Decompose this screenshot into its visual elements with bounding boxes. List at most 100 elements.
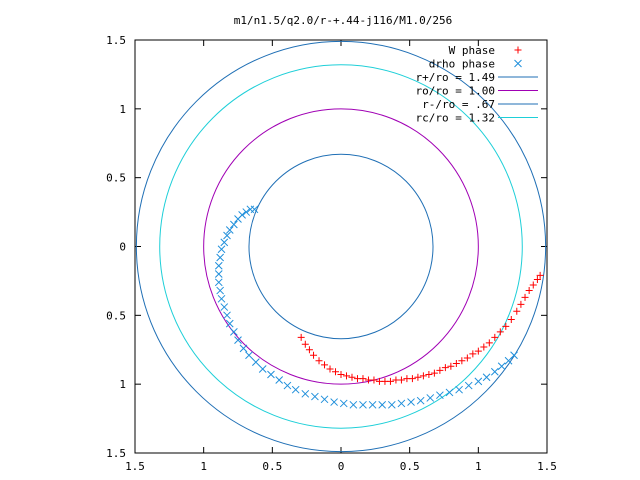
legend-marker bbox=[514, 46, 522, 54]
data-point bbox=[311, 392, 319, 401]
series-w-phase bbox=[297, 271, 544, 385]
data-point bbox=[342, 372, 350, 380]
data-point bbox=[267, 370, 275, 379]
data-point bbox=[496, 328, 504, 336]
data-point bbox=[368, 400, 377, 409]
reference-circle bbox=[159, 64, 523, 429]
data-point bbox=[521, 293, 529, 301]
data-point bbox=[469, 350, 477, 358]
data-point bbox=[315, 357, 323, 365]
data-point bbox=[447, 362, 455, 370]
data-point bbox=[426, 394, 435, 402]
data-point bbox=[455, 385, 463, 394]
data-point bbox=[305, 346, 313, 354]
data-point bbox=[497, 362, 506, 371]
legend-label: rc/ro = 1.32 bbox=[416, 112, 495, 125]
y-tick-label: 0.5 bbox=[106, 172, 126, 185]
data-point bbox=[359, 375, 367, 383]
data-point bbox=[536, 271, 544, 279]
data-point bbox=[491, 333, 499, 341]
data-point bbox=[386, 377, 394, 385]
data-point bbox=[510, 351, 518, 360]
data-point bbox=[507, 315, 515, 323]
x-tick-label: 1 bbox=[200, 460, 207, 473]
data-point bbox=[291, 385, 300, 394]
data-point bbox=[525, 287, 533, 295]
data-point bbox=[230, 327, 238, 336]
legend-label: ro/ro = 1.00 bbox=[416, 85, 495, 98]
data-point bbox=[445, 388, 454, 397]
data-points bbox=[214, 205, 544, 409]
data-point bbox=[246, 205, 255, 214]
data-point bbox=[223, 231, 231, 240]
data-point bbox=[416, 396, 425, 405]
data-point bbox=[348, 373, 356, 381]
x-tick-label: 0 bbox=[338, 460, 345, 473]
data-point bbox=[436, 366, 444, 374]
data-point bbox=[430, 369, 438, 377]
data-point bbox=[321, 361, 329, 369]
data-point bbox=[217, 294, 226, 303]
data-point bbox=[474, 377, 483, 386]
data-point bbox=[217, 245, 226, 254]
data-point bbox=[326, 365, 334, 373]
data-point bbox=[301, 389, 310, 398]
data-point bbox=[474, 347, 482, 355]
data-point bbox=[220, 303, 229, 311]
data-point bbox=[480, 343, 488, 351]
chart-title: m1/n1.5/q2.0/r-+.44-j116/M1.0/256 bbox=[234, 14, 453, 27]
data-point bbox=[320, 395, 329, 404]
data-point bbox=[441, 364, 449, 372]
x-tick-label: 1.5 bbox=[125, 460, 145, 473]
data-point bbox=[513, 307, 521, 315]
x-tick-label: 1.5 bbox=[537, 460, 557, 473]
data-point bbox=[214, 278, 223, 287]
data-point bbox=[485, 339, 493, 347]
data-point bbox=[239, 344, 248, 353]
y-tick-label: 1.5 bbox=[106, 447, 126, 460]
data-point bbox=[332, 368, 340, 376]
data-point bbox=[436, 391, 444, 400]
data-point bbox=[223, 311, 231, 320]
data-point bbox=[407, 398, 415, 406]
data-point bbox=[463, 354, 471, 362]
data-point bbox=[502, 322, 510, 330]
data-point bbox=[419, 372, 427, 380]
y-tick-label: 0 bbox=[119, 241, 126, 254]
data-point bbox=[251, 358, 260, 366]
data-point bbox=[275, 376, 284, 384]
data-point bbox=[234, 336, 242, 344]
x-tick-label: 0.5 bbox=[262, 460, 282, 473]
data-point bbox=[283, 381, 292, 390]
data-point bbox=[234, 215, 242, 223]
data-point bbox=[425, 371, 433, 379]
data-point bbox=[297, 333, 305, 341]
data-point bbox=[216, 286, 225, 295]
data-point bbox=[310, 351, 318, 359]
x-tick-label: 0.5 bbox=[400, 460, 420, 473]
data-point bbox=[458, 357, 466, 365]
data-point bbox=[301, 340, 309, 348]
data-point bbox=[533, 276, 541, 284]
data-point bbox=[414, 373, 422, 381]
data-point bbox=[408, 375, 416, 383]
y-tick-label: 1 bbox=[119, 103, 126, 116]
y-tick-label: 1 bbox=[119, 378, 126, 391]
data-point bbox=[387, 400, 396, 409]
y-tick-label: 0.5 bbox=[106, 309, 126, 322]
reference-circle bbox=[248, 153, 434, 340]
data-point bbox=[349, 400, 358, 409]
data-point bbox=[214, 270, 223, 278]
data-point bbox=[397, 399, 406, 408]
data-point bbox=[337, 371, 345, 379]
data-point bbox=[359, 400, 367, 409]
series-drho-phase bbox=[214, 205, 518, 409]
legend-label: r-/ro = .67 bbox=[422, 98, 495, 111]
data-point bbox=[378, 400, 387, 409]
data-point bbox=[370, 376, 378, 384]
reference-circles bbox=[135, 40, 547, 453]
data-point bbox=[339, 399, 348, 408]
data-point bbox=[225, 226, 234, 234]
